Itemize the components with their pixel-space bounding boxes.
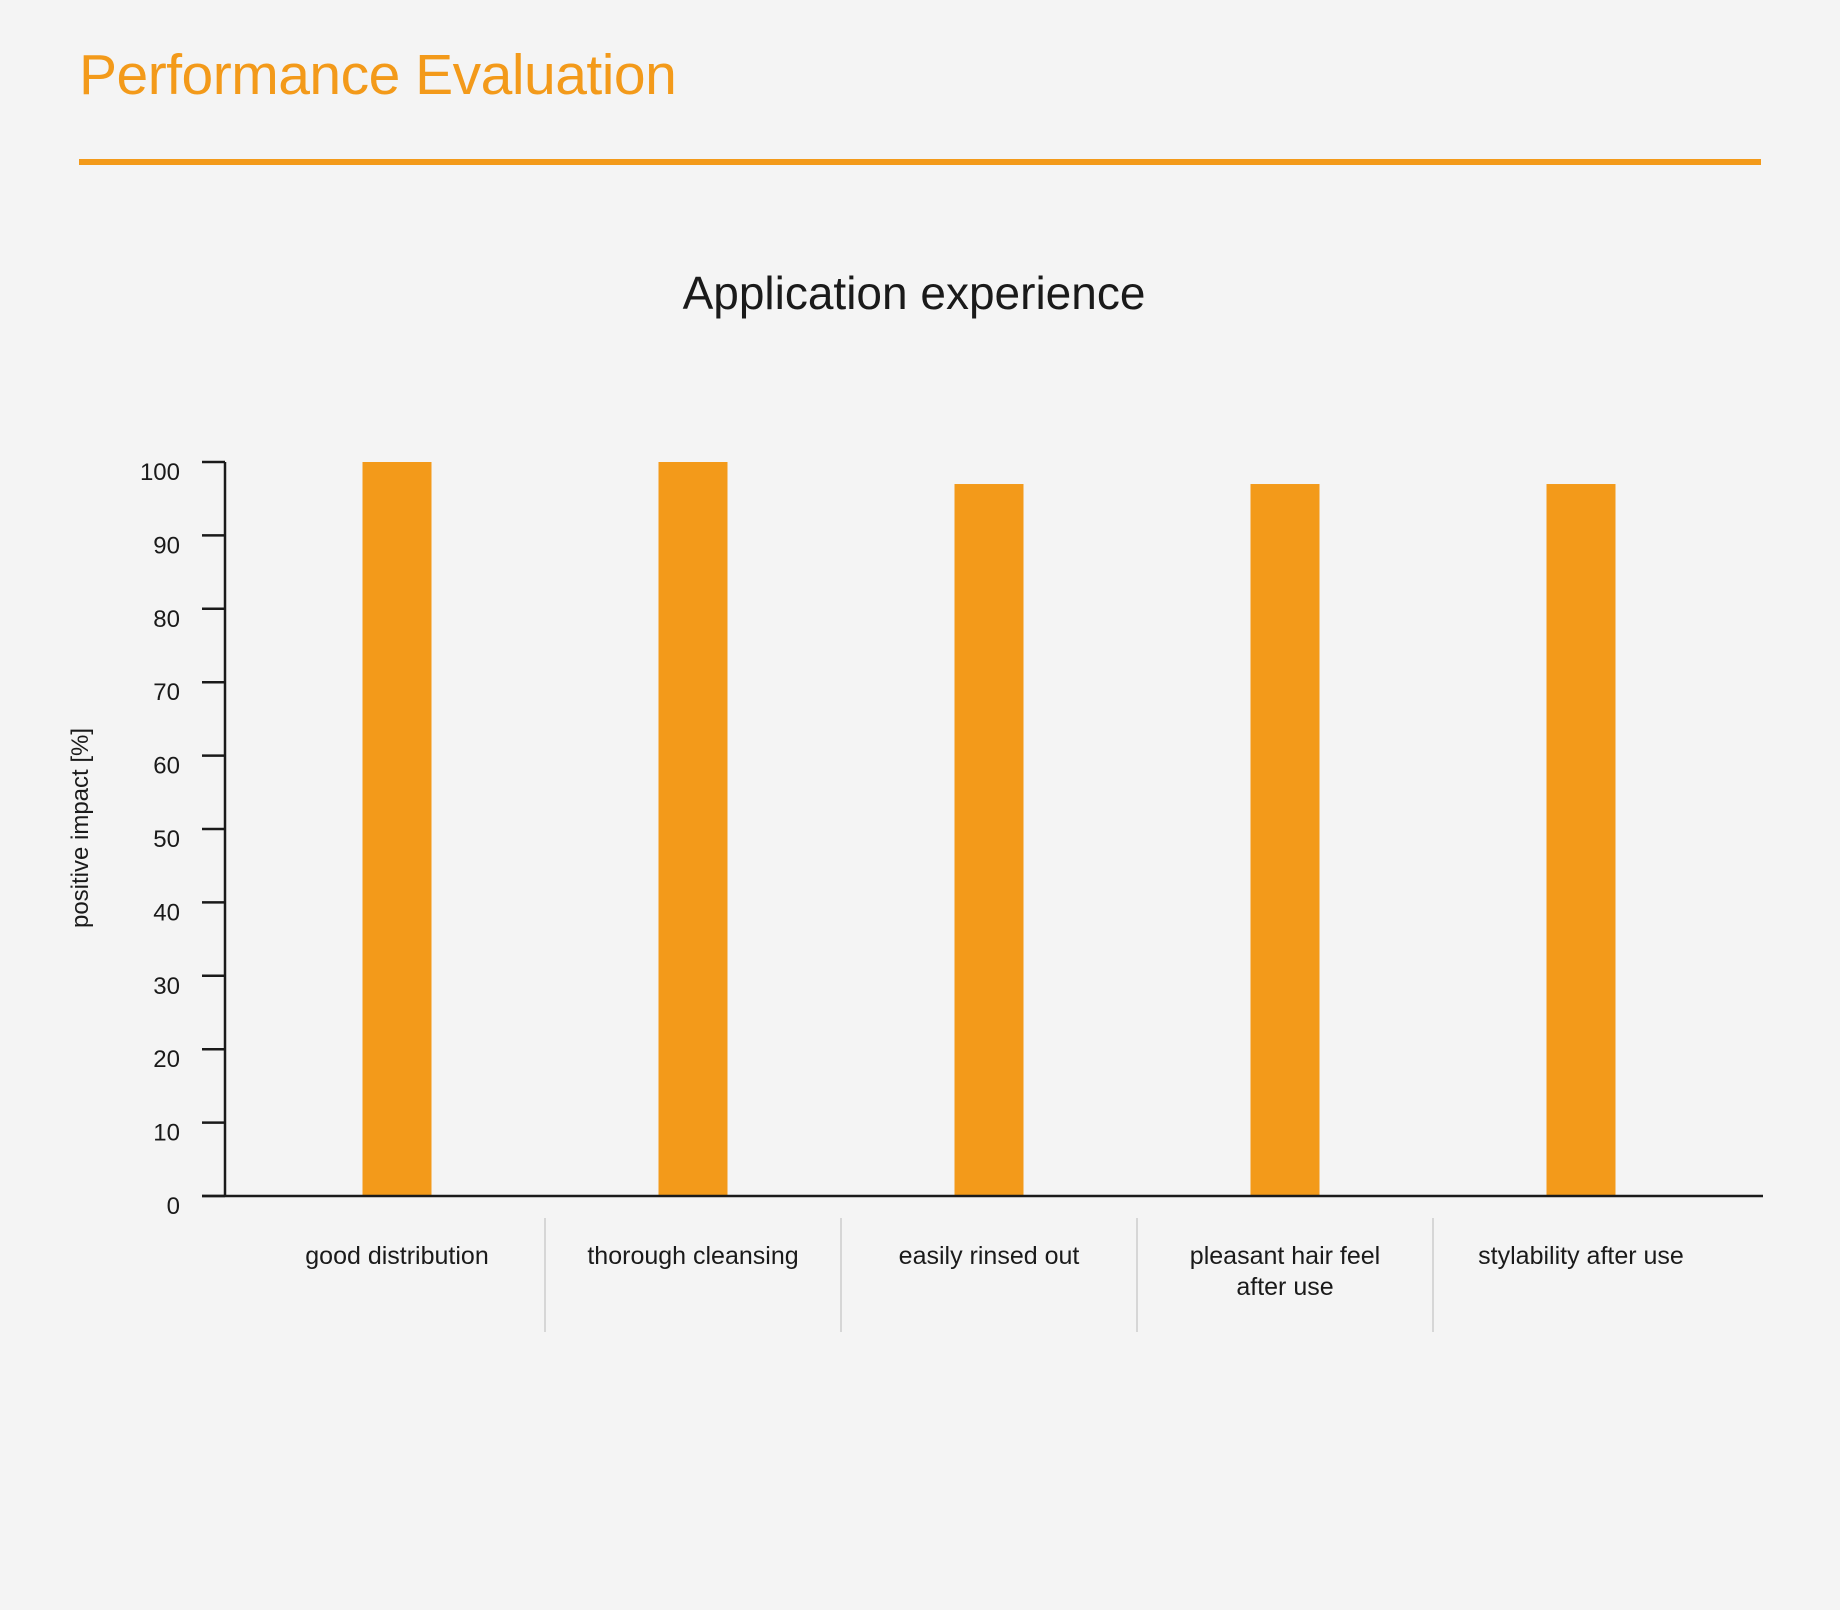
y-tick-label: 0 bbox=[167, 1193, 180, 1220]
y-tick-label: 30 bbox=[153, 973, 180, 1000]
category-label-line: good distribution bbox=[305, 1242, 488, 1270]
category-label-line: after use bbox=[1236, 1273, 1333, 1301]
category-label: good distribution bbox=[305, 1242, 488, 1270]
chart-title: Application experience bbox=[683, 267, 1146, 319]
y-tick-label: 70 bbox=[153, 679, 180, 706]
bar bbox=[362, 462, 432, 1196]
bar bbox=[1250, 484, 1320, 1196]
y-tick-label: 90 bbox=[153, 532, 180, 559]
y-tick-label: 80 bbox=[153, 606, 180, 633]
bar bbox=[954, 484, 1024, 1196]
category-label: stylability after use bbox=[1478, 1242, 1684, 1270]
y-tick-label: 20 bbox=[153, 1046, 180, 1073]
y-tick-label: 60 bbox=[153, 753, 180, 780]
category-label-line: pleasant hair feel bbox=[1190, 1242, 1380, 1270]
bars bbox=[362, 462, 1616, 1196]
category-labels: good distribution thorough cleansing easil… bbox=[305, 1242, 1684, 1301]
category-label: pleasant hair feel after use bbox=[1190, 1242, 1380, 1301]
category-separators bbox=[544, 1218, 1434, 1332]
heading-divider bbox=[79, 159, 1761, 165]
category-label-line: stylability after use bbox=[1478, 1242, 1684, 1270]
y-axis-ticks: 0 10 20 30 40 50 60 70 80 90 100 bbox=[140, 459, 225, 1220]
y-tick-label: 100 bbox=[140, 459, 180, 486]
y-axis-label: positive impact [%] bbox=[67, 728, 94, 928]
category-label: thorough cleansing bbox=[587, 1242, 798, 1270]
y-tick-label: 50 bbox=[153, 826, 180, 853]
y-tick-label: 10 bbox=[153, 1120, 180, 1147]
y-tick-label: 40 bbox=[153, 899, 180, 926]
category-label: easily rinsed out bbox=[899, 1242, 1080, 1270]
bar bbox=[658, 462, 728, 1196]
category-label-line: easily rinsed out bbox=[899, 1242, 1080, 1270]
page-title: Performance Evaluation bbox=[79, 43, 677, 107]
category-label-line: thorough cleansing bbox=[587, 1242, 798, 1270]
bar bbox=[1546, 484, 1616, 1196]
